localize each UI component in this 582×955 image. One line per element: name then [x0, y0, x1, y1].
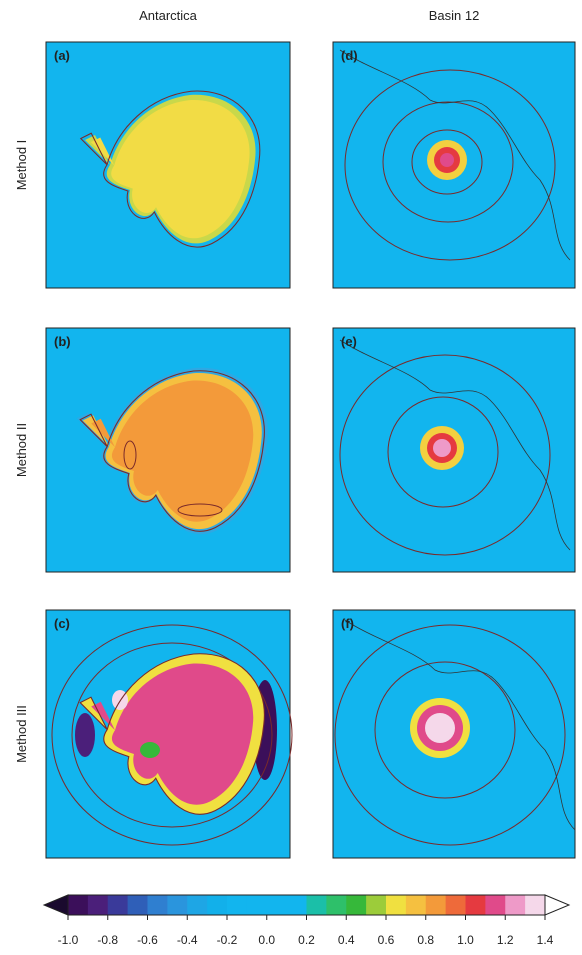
row-label: Method II — [14, 423, 29, 477]
colorbar-bin — [306, 895, 327, 915]
column-title: Basin 12 — [429, 8, 480, 23]
colorbar-bin — [147, 895, 168, 915]
panel-label: (b) — [54, 334, 71, 349]
colorbar-bin — [107, 895, 129, 915]
colorbar-bin — [246, 895, 268, 915]
colorbar-bin — [505, 895, 526, 915]
column-title: Antarctica — [139, 8, 198, 23]
tick-label: 1.4 — [537, 933, 554, 947]
panel-c — [45, 609, 293, 859]
panel-b — [45, 327, 291, 573]
colorbar-bin — [266, 895, 288, 915]
tick-label: 0.4 — [338, 933, 355, 947]
colorbar-bin — [405, 895, 427, 915]
tick-label: -0.6 — [137, 933, 158, 947]
panel-label: (a) — [54, 48, 70, 63]
tick-label: 1.0 — [457, 933, 474, 947]
colorbar-bin — [445, 895, 466, 915]
panel-label: (f) — [341, 616, 354, 631]
colorbar-bin — [87, 895, 109, 915]
colorbar-over — [544, 894, 571, 916]
colorbar-under — [42, 894, 69, 916]
colorbar-bin — [127, 895, 148, 915]
panel-f — [332, 609, 576, 859]
row-label: Method III — [14, 705, 29, 763]
colorbar-bin — [326, 895, 347, 915]
colorbar-bin — [286, 895, 307, 915]
colorbar-bin — [425, 895, 447, 915]
row-label: Method I — [14, 140, 29, 191]
colorbar-bin — [207, 895, 228, 915]
colorbar-bin — [227, 895, 248, 915]
colorbar-bin — [465, 895, 486, 915]
colorbar-bin — [346, 895, 367, 915]
tick-label: -0.8 — [97, 933, 118, 947]
panel-d — [332, 41, 576, 289]
tick-label: 0.2 — [298, 933, 315, 947]
colorbar-bin — [187, 895, 208, 915]
panel-e — [332, 327, 576, 573]
tick-label: 0.8 — [417, 933, 434, 947]
tick-label: -0.2 — [217, 933, 238, 947]
colorbar-bin — [167, 895, 188, 915]
panel-label: (d) — [341, 48, 358, 63]
colorbar-bin — [525, 895, 546, 915]
colorbar-bin — [386, 895, 407, 915]
colorbar-bin — [68, 895, 89, 915]
colorbar-bin — [366, 895, 387, 915]
tick-label: 0.0 — [258, 933, 275, 947]
tick-label: 0.6 — [378, 933, 395, 947]
colorbar-bin — [485, 895, 506, 915]
panel-label: (e) — [341, 334, 357, 349]
tick-label: -1.0 — [58, 933, 79, 947]
tick-label: 1.2 — [497, 933, 514, 947]
panel-label: (c) — [54, 616, 70, 631]
tick-label: -0.4 — [177, 933, 198, 947]
panel-a — [45, 41, 291, 289]
